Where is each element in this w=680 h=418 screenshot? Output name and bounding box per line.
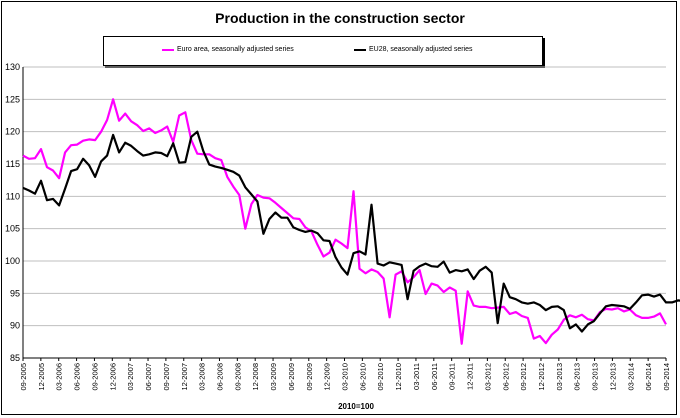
y-tick-label: 85 — [10, 353, 20, 363]
gridlines — [23, 66, 666, 327]
x-tick-label: 03-2014 — [626, 363, 635, 391]
x-tick-label: 06-2010 — [358, 363, 367, 391]
x-tick-label: 12-2009 — [323, 363, 332, 391]
legend-label-eu28: EU28, seasonally adjusted series — [369, 46, 473, 53]
y-tick-label: 100 — [5, 256, 20, 266]
x-tick-label: 03-2008 — [198, 363, 207, 391]
x-tick-label: 09-2014 — [662, 363, 671, 391]
legend-label-euro-area: Euro area, seasonally adjusted series — [177, 46, 294, 53]
x-tick-label: 06-2013 — [573, 363, 582, 391]
y-tick-label: 120 — [5, 127, 20, 137]
y-tick-label: 95 — [10, 288, 20, 298]
x-tick-label: 03-2013 — [555, 363, 564, 391]
x-tick-label: 09-2012 — [519, 363, 528, 391]
x-tick-label: 12-2008 — [251, 363, 260, 391]
x-tick-label: 09-2008 — [233, 363, 242, 391]
x-tick-label: 03-2009 — [269, 363, 278, 391]
x-tick-label: 03-2012 — [483, 363, 492, 391]
axes — [22, 67, 666, 359]
legend-item-eu28: EU28, seasonally adjusted series — [354, 46, 473, 53]
x-tick-label: 09-2010 — [376, 363, 385, 391]
legend-item-euro-area: Euro area, seasonally adjusted series — [162, 46, 294, 53]
y-axis-ticks: 85 90 95 100 105 110 115 120 125 130 — [5, 62, 20, 363]
x-axis-ticks: 09-2005 12-2005 03-2006 06-2006 09-2006 12-20… — [19, 358, 671, 391]
chart-legend: Euro area, seasonally adjusted series EU… — [103, 36, 543, 66]
legend-swatch-euro-area — [162, 48, 174, 51]
x-axis-label: 2010=100 — [338, 402, 374, 411]
x-tick-label: 06-2006 — [73, 363, 82, 391]
x-tick-label: 12-2011 — [466, 363, 475, 390]
x-tick-label: 12-2012 — [537, 363, 546, 391]
y-tick-label: 125 — [5, 94, 20, 104]
x-tick-label: 09-2005 — [19, 363, 28, 391]
x-tick-label: 06-2014 — [644, 363, 653, 391]
x-tick-label: 12-2013 — [608, 363, 617, 391]
x-tick-label: 12-2010 — [394, 363, 403, 391]
series-line-eu28 — [22, 130, 680, 333]
x-tick-label: 06-2012 — [501, 363, 510, 391]
y-tick-label: 90 — [10, 321, 20, 331]
x-tick-label: 12-2005 — [37, 363, 46, 391]
x-tick-label: 06-2008 — [215, 363, 224, 391]
x-tick-label: 09-2011 — [448, 363, 457, 390]
legend-swatch-eu28 — [354, 48, 366, 51]
x-tick-label: 03-2006 — [55, 363, 64, 391]
series-lines — [22, 98, 680, 345]
chart-title: Production in the construction sector — [215, 10, 465, 26]
x-tick-label: 03-2010 — [341, 363, 350, 391]
x-tick-label: 12-2007 — [180, 363, 189, 391]
x-tick-label: 09-2007 — [162, 363, 171, 391]
x-tick-label: 06-2011 — [430, 363, 439, 390]
x-tick-label: 09-2013 — [591, 363, 600, 391]
x-tick-label: 12-2006 — [108, 363, 117, 391]
x-tick-label: 09-2009 — [305, 363, 314, 391]
x-tick-label: 06-2007 — [144, 363, 153, 391]
y-tick-label: 115 — [6, 159, 20, 169]
y-tick-label: 110 — [6, 191, 20, 201]
x-tick-label: 03-2007 — [126, 363, 135, 391]
y-tick-label: 130 — [5, 62, 20, 72]
x-tick-label: 06-2009 — [287, 363, 296, 391]
y-tick-label: 105 — [5, 224, 20, 234]
x-tick-label: 09-2006 — [90, 363, 99, 391]
series-line-euro-area — [22, 98, 667, 345]
x-tick-label: 03-2011 — [412, 363, 421, 390]
